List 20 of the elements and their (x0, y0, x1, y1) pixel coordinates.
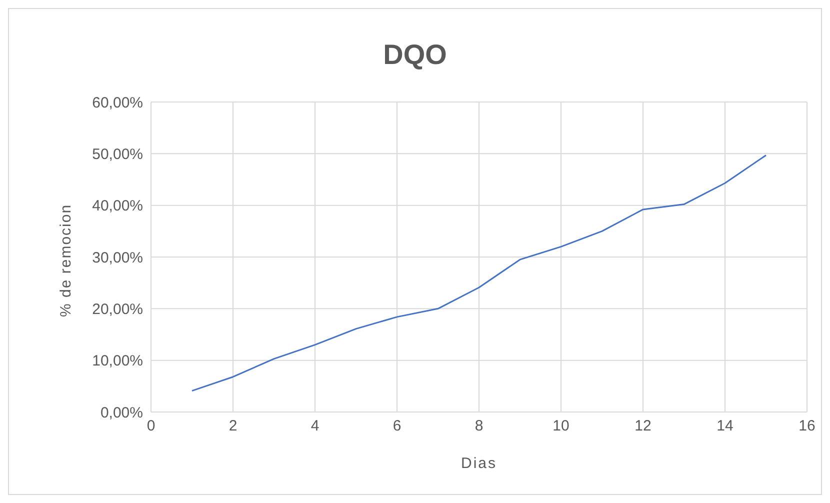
x-tick-label: 2 (228, 418, 238, 435)
x-tick-label: 6 (392, 418, 402, 435)
x-tick-label: 4 (310, 418, 320, 435)
y-axis-title: % de remocion (57, 204, 74, 317)
x-tick-label: 16 (798, 418, 816, 435)
x-axis-title: Dias (460, 455, 498, 472)
y-tick-label: 20,00% (92, 300, 143, 318)
x-tick-label: 14 (716, 418, 734, 435)
x-tick-label: 10 (552, 418, 570, 435)
y-tick-label: 50,00% (92, 146, 143, 163)
y-tick-label: 0,00% (100, 404, 143, 422)
y-tick-label: 40,00% (92, 198, 143, 215)
x-tick-label: 8 (474, 418, 484, 435)
x-tick-label: 0 (146, 418, 156, 435)
chart-title: DQO (382, 39, 448, 71)
y-tick-label: 30,00% (92, 249, 143, 266)
x-tick-label: 12 (634, 418, 652, 435)
line-series (191, 154, 767, 392)
y-tick-label: 60,00% (92, 94, 143, 112)
y-tick-label: 10,00% (92, 352, 143, 370)
